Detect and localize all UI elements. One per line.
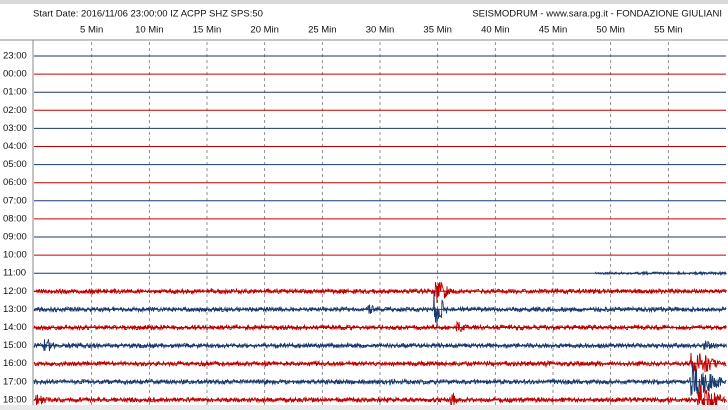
seismic-trace: [33, 352, 727, 376]
hour-label: 09:00: [3, 232, 27, 243]
minute-label: 35 Min: [423, 25, 452, 36]
minute-label: 25 Min: [308, 25, 337, 36]
seismic-trace: [33, 320, 727, 333]
hour-label: 00:00: [3, 69, 27, 80]
minute-label: 5 Min: [80, 25, 103, 36]
seismic-trace: [33, 291, 727, 326]
hour-label: 07:00: [3, 195, 27, 206]
hour-label: 05:00: [3, 159, 27, 170]
minute-label: 40 Min: [481, 25, 510, 36]
seismic-trace: [33, 281, 727, 304]
hour-label: 13:00: [3, 304, 27, 315]
seismic-trace: [33, 338, 727, 352]
seismic-trace: [33, 364, 727, 397]
hour-label: 14:00: [3, 322, 27, 333]
hour-label: 01:00: [3, 87, 27, 98]
minute-label: 10 Min: [135, 25, 164, 36]
rows: 23:00 00:00 01:00 02:00 03:00 04:00 05:00 06:00…: [3, 51, 727, 410]
minute-label: 15 Min: [193, 25, 222, 36]
hour-label: 11:00: [3, 268, 26, 279]
hour-label: 10:00: [3, 250, 27, 261]
minute-label: 55 Min: [654, 25, 683, 36]
minute-label: 30 Min: [366, 25, 395, 36]
hour-label: 03:00: [3, 123, 27, 134]
hour-label: 12:00: [3, 286, 27, 297]
hour-label: 23:00: [3, 51, 27, 62]
hour-label: 04:00: [3, 141, 27, 152]
hour-label: 18:00: [3, 394, 27, 405]
minute-label: 50 Min: [596, 25, 625, 36]
header-right: SEISMODRUM - www.sara.pg.it - FONDAZIONE…: [472, 9, 722, 20]
minute-label: 20 Min: [250, 25, 279, 36]
hour-label: 15:00: [3, 340, 27, 351]
top-bar: [0, 0, 728, 4]
hour-label: 17:00: [3, 376, 27, 387]
hour-label: 16:00: [3, 358, 27, 369]
hour-label: 02:00: [3, 105, 27, 116]
hour-label: 06:00: [3, 177, 27, 188]
seismic-trace: [594, 270, 727, 277]
header-left: Start Date: 2016/11/06 23:00:00 IZ ACPP …: [33, 9, 263, 20]
hour-label: 08:00: [3, 213, 27, 224]
seismic-trace: [33, 384, 727, 410]
minute-label: 45 Min: [539, 25, 568, 36]
